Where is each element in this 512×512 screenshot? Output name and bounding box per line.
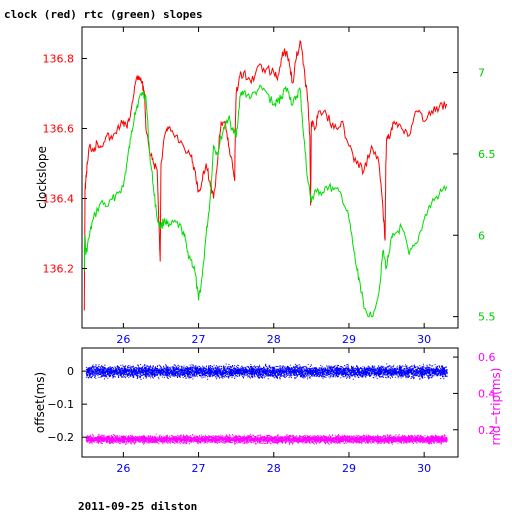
offset-y2-tick-label: 0.4 [478,387,496,400]
slopes-y2-tick-label: 7 [478,67,485,80]
slopes-y-tick-label: 136.2 [43,263,75,276]
offset-x-tick-label: 28 [267,462,281,475]
offset-series [85,363,448,380]
offset-x-tick-label: 26 [116,462,130,475]
slopes-y-tick-label: 136.8 [43,53,75,66]
offset-y-tick-label: −0.2 [47,431,74,444]
slopes-panel: 26 27 28 29 30 136.2 136.4 136.6 136.8 5.5 6 6.5 7 c… [35,26,496,346]
slopes-x-tick-label: 29 [342,333,356,346]
slopes-y2-tick-label: 6 [478,229,485,242]
offset-y2-tick-label: 0.2 [478,424,496,437]
slopes-x-tick-label: 27 [192,333,206,346]
offset-x-tick-label: 30 [417,462,431,475]
roundtrip-series [85,433,448,445]
slopes-frame [81,26,459,329]
footer-date-host: 2011-09-25 dilston [78,500,197,512]
slopes-y-tick-label: 136.4 [43,193,75,206]
slopes-x-tick-label: 26 [116,333,130,346]
slopes-y2-tick-label: 6.5 [478,148,496,161]
offset-y-axis-label: offset(ms) [33,372,47,433]
offset-x-tick-label: 29 [342,462,356,475]
rtc-slope-line [83,84,448,318]
offset-frame [81,347,459,458]
slopes-ticks: 26 27 28 29 30 136.2 136.4 136.6 136.8 5.5 6 6.5 7 [43,27,496,346]
roundtrip-y-axis-label: rnd−trip(ms) [489,368,503,446]
slopes-y-tick-label: 136.6 [43,123,75,136]
chart-title: clock (red) rtc (green) slopes [4,8,203,21]
roundtrip-points [85,433,448,445]
clock-slope-series [83,40,448,311]
clock-slope-line [83,40,448,311]
offset-ticks: 26 27 28 29 30 0 −0.1 −0.2 0.2 0.4 0.6 [47,348,496,475]
offset-panel: 26 27 28 29 300−0.1−0.20.20.40.6 offset(ms) … [33,347,503,475]
slopes-y2-tick-label: 5.5 [478,311,496,324]
offset-y-tick-label: −0.1 [47,398,74,411]
offset-y-tick-label: 0 [67,365,74,378]
rtc-slope-series [83,84,448,318]
offset-y2-tick-label: 0.6 [478,351,496,364]
slopes-x-tick-label: 28 [267,333,281,346]
offset-x-tick-label: 27 [192,462,206,475]
slopes-y-axis-label: clockslope [35,146,49,209]
slopes-x-tick-label: 30 [417,333,431,346]
offset-points [85,363,448,380]
